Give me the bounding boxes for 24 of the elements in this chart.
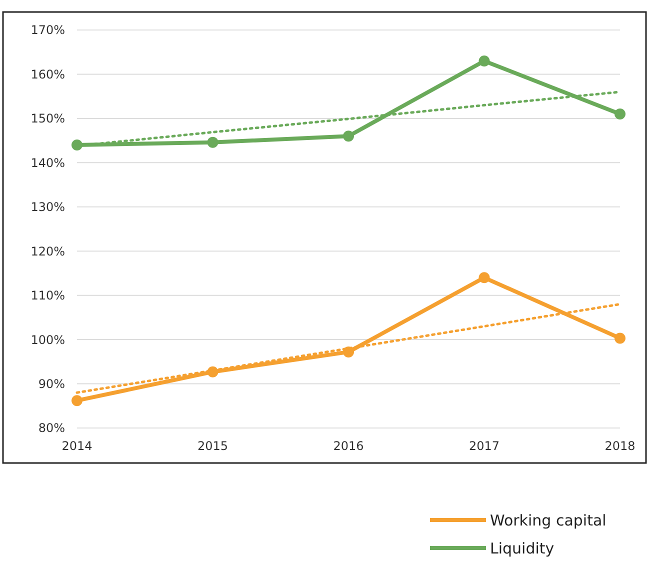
point bbox=[343, 130, 354, 142]
y-tick-label: 120% bbox=[30, 244, 65, 258]
y-tick-label: 110% bbox=[30, 288, 65, 303]
y-tick-label: 150% bbox=[30, 112, 65, 126]
x-tick-label: 2015 bbox=[197, 439, 228, 453]
y-tick-label: 90% bbox=[38, 376, 65, 391]
point bbox=[614, 332, 626, 344]
y-tick-label: 80% bbox=[38, 421, 65, 436]
point bbox=[614, 108, 626, 120]
x-tick-label: 2018 bbox=[604, 439, 636, 453]
y-tick-label: 140% bbox=[30, 156, 65, 170]
point bbox=[72, 395, 82, 406]
point bbox=[478, 272, 490, 284]
x-tick-label: 2014 bbox=[62, 439, 92, 453]
point bbox=[207, 136, 218, 148]
legend-label: Liquidity bbox=[490, 539, 554, 558]
legend-label: Working capital bbox=[490, 511, 606, 530]
y-tick-label: 160% bbox=[30, 67, 65, 82]
x-tick-label: 2017 bbox=[468, 439, 500, 453]
y-tick-label: 100% bbox=[30, 332, 65, 347]
x-tick-label: 2016 bbox=[333, 439, 364, 453]
y-tick-label: 130% bbox=[30, 200, 65, 214]
point bbox=[478, 55, 490, 66]
y-tick-label: 170% bbox=[30, 23, 65, 38]
